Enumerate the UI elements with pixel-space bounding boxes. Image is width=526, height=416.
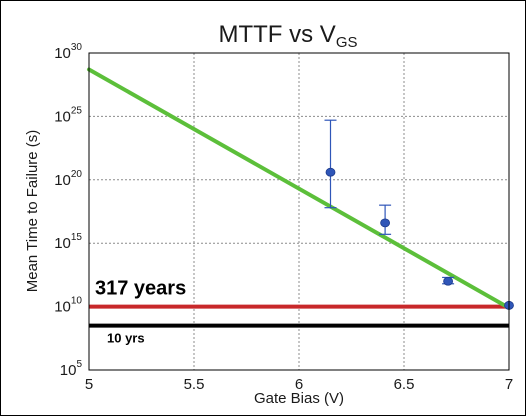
fit-line	[87, 67, 511, 310]
data-point	[325, 167, 336, 177]
y-tick-label: 1025	[54, 105, 82, 125]
x-tick-label: 6.5	[394, 376, 415, 393]
y-tick-exponent: 5	[76, 359, 82, 370]
y-tick-label: 1015	[54, 232, 82, 252]
y-tick-exponent: 30	[71, 42, 83, 53]
chart-title-subscript: GS	[336, 34, 358, 51]
y-tick-base: 10	[54, 172, 71, 189]
y-tick-label: 1010	[54, 296, 82, 316]
y-tick-base: 10	[60, 362, 77, 379]
fit-line-layer	[87, 67, 511, 310]
label-10-yrs: 10 yrs	[107, 331, 145, 346]
y-tick-exponent: 20	[71, 169, 83, 180]
y-tick-base: 10	[54, 108, 71, 125]
x-tick-label: 5	[85, 376, 93, 393]
y-tick-label: 105	[60, 359, 83, 379]
data-point	[380, 218, 391, 228]
data-points	[324, 119, 514, 310]
y-tick-exponent: 25	[71, 105, 83, 116]
chart-title-main: MTTF vs V	[218, 21, 335, 48]
plot-area-border	[88, 52, 510, 371]
y-tick-base: 10	[54, 299, 71, 316]
y-tick-label: 1030	[54, 42, 82, 62]
x-tick-label: 6	[295, 376, 303, 393]
y-axis-label: Mean Time to Failure (s)	[24, 130, 41, 293]
y-tick-exponent: 15	[71, 232, 83, 243]
x-tick-label: 7	[505, 376, 513, 393]
label-317-years: 317 years	[95, 278, 186, 300]
y-tick-label: 1020	[54, 169, 82, 189]
y-tick-base: 10	[54, 235, 71, 252]
chart-title: MTTF vs VGS	[218, 21, 357, 51]
grid-lines	[89, 53, 509, 370]
reference-lines: 317 years 10 yrs	[89, 278, 509, 346]
x-tick-label: 5.5	[184, 376, 205, 393]
data-point	[443, 276, 454, 286]
y-tick-base: 10	[54, 45, 71, 62]
x-axis-label: Gate Bias (V)	[254, 390, 344, 407]
y-tick-exponent: 10	[71, 296, 83, 307]
